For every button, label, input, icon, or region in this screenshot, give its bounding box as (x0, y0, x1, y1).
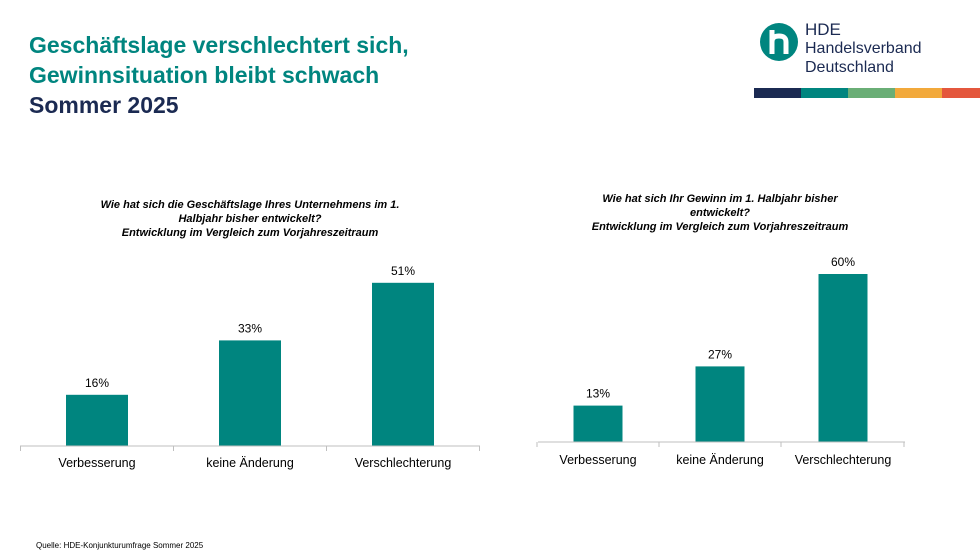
chart-2-category-label: Verschlechterung (795, 453, 892, 467)
chart-2-category-label: Verbesserung (559, 453, 636, 467)
chart-2-bar-verbesserung (573, 405, 623, 442)
chart-2-category-label: keine Änderung (676, 453, 764, 467)
color-bar-segment (942, 88, 980, 98)
brand-color-bar (754, 88, 980, 98)
logo-text: HDE Handelsverband Deutschland (805, 20, 922, 77)
chart-1-bar-verbesserung (66, 394, 128, 446)
color-bar-segment (801, 88, 848, 98)
page-subtitle: Sommer 2025 (29, 92, 179, 118)
chart-1-bar-keine-nderung (219, 340, 281, 446)
chart-1-bar-verschlechterung (372, 282, 434, 446)
chart-1-category-label: Verschlechterung (355, 456, 452, 470)
chart-2-bar-keine-nderung (695, 366, 745, 442)
page-title-line-1: Geschäftslage verschlechtert sich, (29, 32, 409, 58)
chart-1-question-line: Wie hat sich die Geschäftslage Ihres Unt… (101, 199, 400, 211)
title-block: Geschäftslage verschlechtert sich, Gewin… (29, 30, 409, 120)
hde-logo-icon (760, 23, 798, 61)
page-title-line-2: Gewinnsituation bleibt schwach (29, 62, 380, 88)
chart-1-category-label: keine Änderung (206, 456, 294, 470)
chart-2-data-label: 60% (831, 255, 855, 269)
chart-1-data-label: 33% (238, 321, 262, 335)
chart-2-data-label: 27% (708, 347, 732, 361)
chart-2-bar-verschlechterung (818, 274, 868, 442)
chart-2-data-label: 13% (586, 387, 610, 401)
color-bar-segment (895, 88, 942, 98)
chart-2-question-line: Entwicklung im Vergleich zum Vorjahresze… (592, 221, 849, 233)
logo-line-1: HDE (805, 20, 841, 39)
color-bar-segment (754, 88, 801, 98)
chart-1-data-label: 16% (85, 376, 109, 390)
chart-2-question-line: entwickelt? (690, 207, 750, 219)
logo-line-3: Deutschland (805, 59, 894, 76)
logo-line-2: Handelsverband (805, 40, 922, 57)
chart-2-question-line: Wie hat sich Ihr Gewinn im 1. Halbjahr b… (602, 193, 838, 205)
chart-1-data-label: 51% (391, 264, 415, 278)
chart-1-category-label: Verbesserung (58, 456, 135, 470)
color-bar-segment (848, 88, 895, 98)
source-note: Quelle: HDE-Konjunkturumfrage Sommer 202… (36, 541, 204, 550)
chart-1-question-line: Entwicklung im Vergleich zum Vorjahresze… (122, 227, 379, 239)
chart-1-question-line: Halbjahr bisher entwickelt? (178, 213, 321, 225)
hde-logo: HDE Handelsverband Deutschland (760, 20, 930, 84)
